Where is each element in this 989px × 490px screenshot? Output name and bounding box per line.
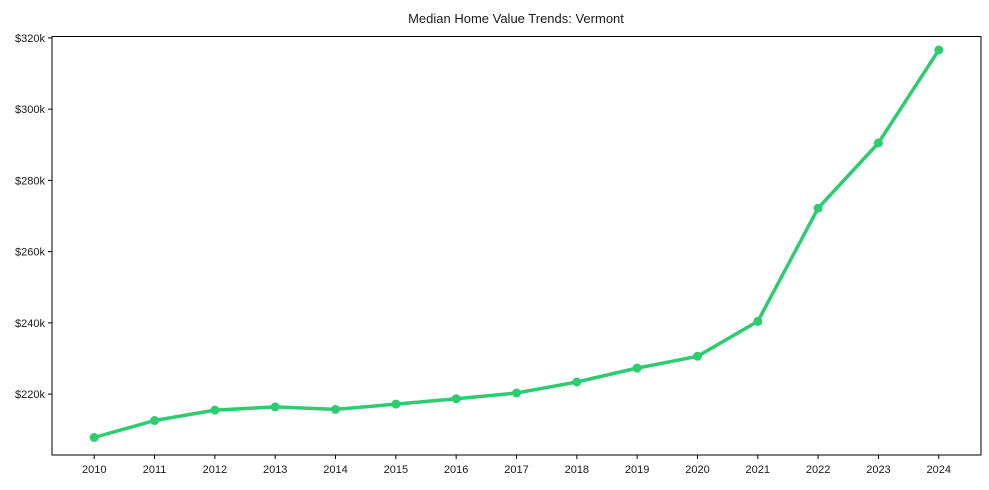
x-tick-label: 2018 [565, 464, 589, 476]
y-tick-label: $220k [15, 389, 45, 401]
data-point [934, 45, 944, 55]
data-point [693, 351, 702, 361]
trend-line [92, 48, 941, 440]
chart-title: Median Home Value Trends: Vermont [408, 11, 624, 26]
x-tick-label: 2021 [746, 464, 770, 476]
x-tick-label: 2016 [444, 464, 468, 476]
y-tick-label: $320k [15, 33, 45, 45]
x-tick-label: 2024 [927, 464, 951, 476]
x-tick-label: 2012 [203, 464, 227, 476]
data-point [89, 433, 99, 442]
data-point [753, 316, 763, 326]
data-point [331, 404, 340, 414]
x-tick-label: 2014 [323, 464, 347, 476]
data-point [270, 402, 280, 412]
data-point [451, 394, 461, 404]
y-tick-label: $260k [15, 247, 45, 259]
x-tick-label: 2011 [143, 464, 167, 476]
y-tick-label: $280k [15, 175, 45, 187]
data-point [572, 377, 582, 387]
x-tick-label: 2020 [685, 464, 709, 476]
data-point [210, 405, 220, 415]
x-tick-label: 2019 [625, 464, 649, 476]
x-tick-label: 2015 [384, 464, 408, 476]
x-tick-label: 2013 [263, 464, 287, 476]
data-point [873, 138, 883, 148]
x-tick-label: 2017 [504, 464, 528, 476]
data-point [632, 363, 642, 373]
x-tick-label: 2010 [82, 464, 106, 476]
data-point [391, 399, 401, 409]
y-tick-label: $240k [15, 318, 45, 330]
y-tick-label: $300k [15, 104, 45, 116]
data-point [512, 388, 521, 398]
x-tick-label: 2023 [866, 464, 890, 476]
data-point [813, 203, 823, 213]
data-point [150, 416, 160, 425]
x-tick-label: 2022 [806, 464, 830, 476]
